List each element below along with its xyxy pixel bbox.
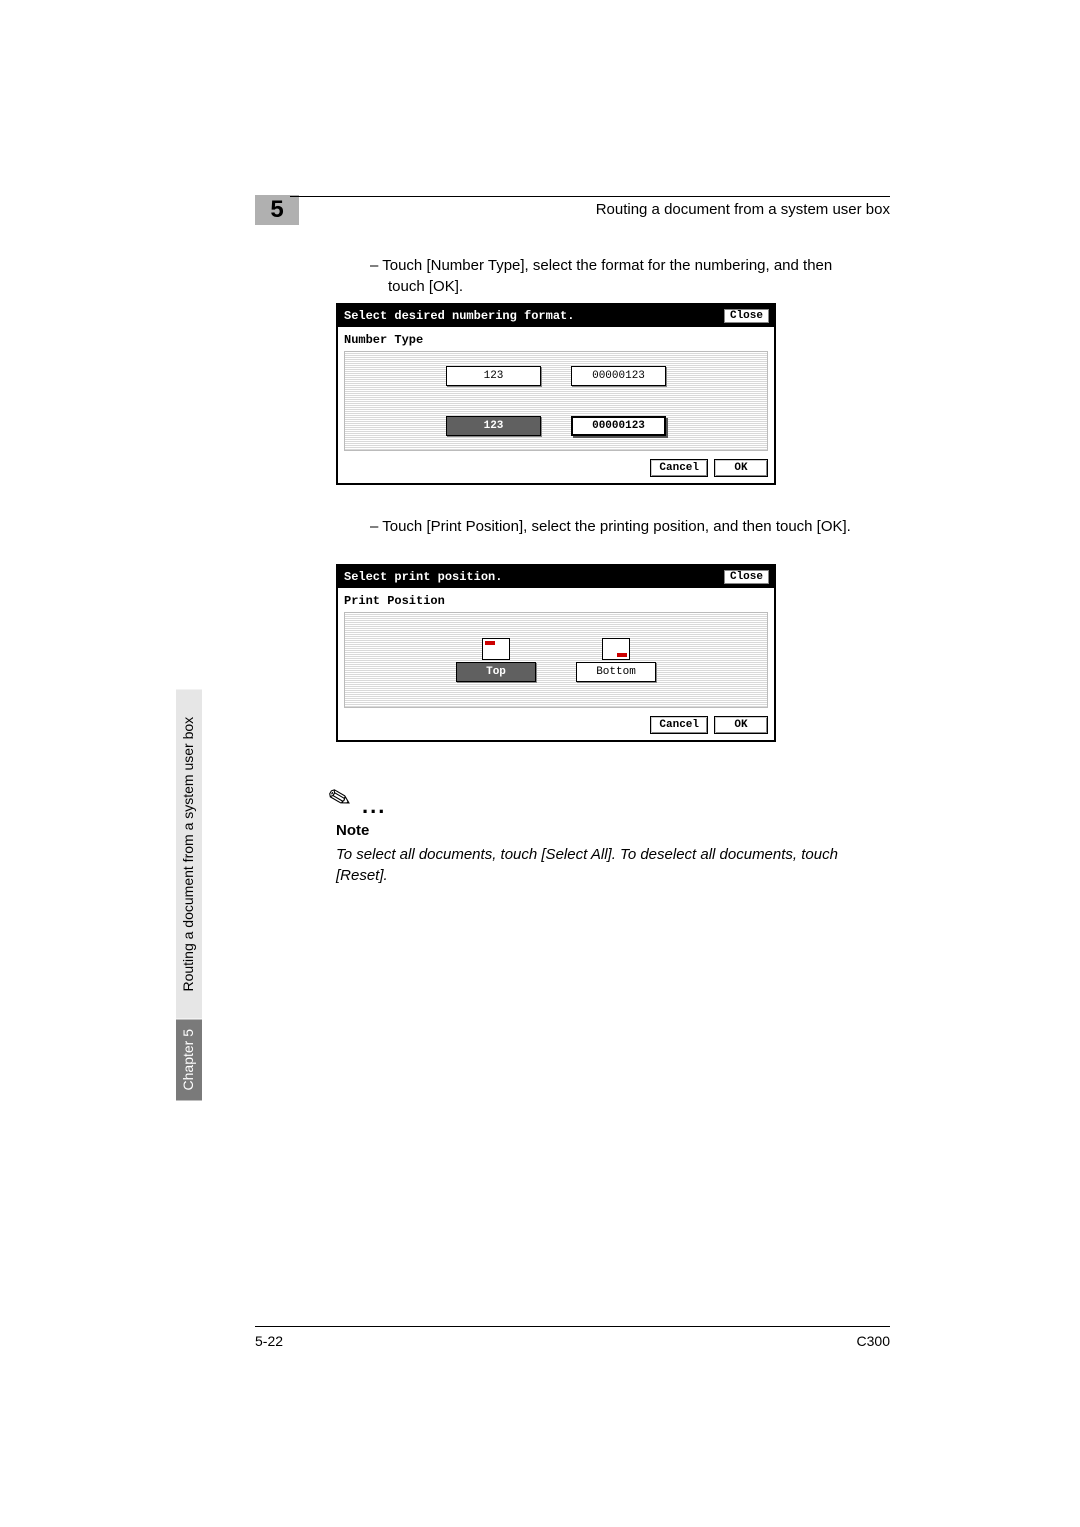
- dialog-footer: Cancel OK: [338, 453, 774, 483]
- mark-icon: [617, 653, 627, 657]
- option-row: Top Bottom: [456, 638, 656, 682]
- mark-icon: [485, 641, 495, 645]
- chapter-number: 5: [270, 196, 283, 224]
- instruction-number-type-text: Touch [Number Type], select the format f…: [382, 257, 832, 295]
- note-body: To select all documents, touch [Select A…: [336, 844, 880, 886]
- ellipsis-icon: ...: [362, 793, 386, 819]
- page-header-title: Routing a document from a system user bo…: [596, 201, 890, 218]
- side-tab-chapter: Chapter 5: [176, 1019, 202, 1100]
- option-area: 123 00000123 123 00000123: [344, 351, 768, 451]
- page-icon: [482, 638, 510, 660]
- footer-page-number: 5-22: [255, 1333, 283, 1349]
- chapter-badge: 5: [255, 195, 299, 225]
- instruction-print-position-text: Touch [Print Position], select the print…: [382, 518, 851, 535]
- option-123-selected[interactable]: 123: [446, 416, 541, 436]
- dialog-titlebar: Select print position. Close: [338, 566, 774, 588]
- option-area: Top Bottom: [344, 612, 768, 708]
- option-bottom[interactable]: Bottom: [576, 638, 656, 682]
- cancel-button[interactable]: Cancel: [650, 459, 708, 477]
- option-row-1: 123 00000123: [446, 366, 666, 386]
- option-123[interactable]: 123: [446, 366, 541, 386]
- header-rule: [290, 196, 890, 197]
- option-00000123[interactable]: 00000123: [571, 366, 666, 386]
- dialog-number-type: Select desired numbering format. Close N…: [336, 303, 776, 485]
- pencil-icon: ✎: [324, 780, 355, 818]
- footer-rule: [255, 1326, 890, 1327]
- dialog-title: Select desired numbering format.: [344, 309, 574, 323]
- option-00000123-outlined[interactable]: 00000123: [571, 416, 666, 436]
- note-heading: Note: [336, 822, 369, 839]
- cancel-button[interactable]: Cancel: [650, 716, 708, 734]
- side-tab: Routing a document from a system user bo…: [176, 690, 202, 1100]
- section-label: Number Type: [344, 333, 768, 347]
- ok-button[interactable]: OK: [714, 716, 768, 734]
- instruction-print-position: – Touch [Print Position], select the pri…: [370, 516, 890, 537]
- dialog-footer: Cancel OK: [338, 710, 774, 740]
- footer-model: C300: [857, 1333, 890, 1349]
- dialog-body: Print Position Top Bottom: [338, 588, 774, 710]
- dialog-titlebar: Select desired numbering format. Close: [338, 305, 774, 327]
- option-row-2: 123 00000123: [446, 416, 666, 436]
- dialog-print-position: Select print position. Close Print Posit…: [336, 564, 776, 742]
- option-top[interactable]: Top: [456, 638, 536, 682]
- ok-button[interactable]: OK: [714, 459, 768, 477]
- page-icon: [602, 638, 630, 660]
- section-label: Print Position: [344, 594, 768, 608]
- dialog-title: Select print position.: [344, 570, 502, 584]
- close-button[interactable]: Close: [723, 569, 770, 585]
- dialog-body: Number Type 123 00000123 123 00000123: [338, 327, 774, 453]
- close-button[interactable]: Close: [723, 308, 770, 324]
- side-tab-title: Routing a document from a system user bo…: [176, 690, 202, 1019]
- option-bottom-label: Bottom: [576, 662, 656, 682]
- instruction-number-type: – Touch [Number Type], select the format…: [370, 255, 870, 297]
- option-top-label: Top: [456, 662, 536, 682]
